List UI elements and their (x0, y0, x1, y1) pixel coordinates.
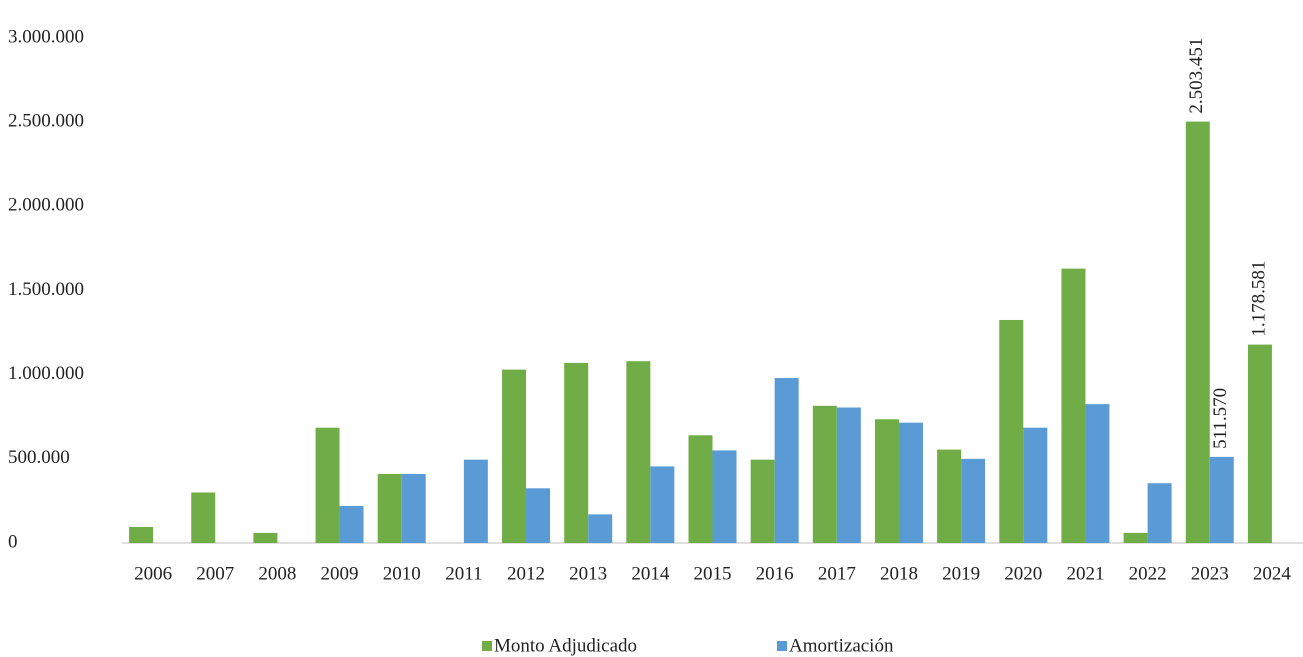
x-tick-label: 2013 (569, 563, 607, 584)
bar (689, 435, 713, 543)
bar (650, 466, 674, 543)
bar (502, 370, 526, 543)
bar (899, 423, 923, 543)
legend-swatch (777, 641, 787, 651)
value-label: 511.570 (1210, 388, 1231, 449)
bar (813, 406, 837, 543)
x-tick-label: 2022 (1129, 563, 1167, 584)
bar (1124, 533, 1148, 543)
x-tick-label: 2008 (258, 563, 296, 584)
bar (564, 363, 588, 543)
bar (1061, 269, 1085, 543)
bar (751, 460, 775, 543)
bar (316, 428, 340, 543)
x-tick-label: 2020 (1004, 563, 1042, 584)
x-tick-label: 2014 (631, 563, 670, 584)
chart: 0 500.000 1.000.000 1.500.000 2.000.000 2.500… (0, 0, 1303, 657)
bar (378, 474, 402, 543)
legend-swatch (482, 641, 492, 651)
bar (340, 506, 364, 543)
x-tick-label: 2021 (1066, 563, 1104, 584)
bar (526, 488, 550, 543)
bar (464, 460, 488, 543)
y-tick-label: 1.500.000 (8, 279, 84, 300)
bar (129, 527, 153, 543)
bar (999, 320, 1023, 543)
bar (253, 533, 277, 543)
bar (402, 474, 426, 543)
bar (626, 361, 650, 543)
bar (1210, 457, 1234, 543)
x-tick-label: 2010 (383, 563, 421, 584)
x-tick-label: 2024 (1253, 563, 1292, 584)
x-tick-label: 2006 (134, 563, 172, 584)
bar (588, 514, 612, 543)
bar (1248, 345, 1272, 543)
bar (1023, 428, 1047, 543)
y-tick-label: 1.000.000 (8, 363, 84, 384)
bar (1148, 483, 1172, 543)
bar (937, 450, 961, 543)
x-tick-label: 2012 (507, 563, 545, 584)
bar (1085, 404, 1109, 543)
x-tick-label: 2007 (196, 563, 234, 584)
bar (775, 378, 799, 543)
x-tick-label: 2009 (321, 563, 359, 584)
x-tick-label: 2017 (818, 563, 856, 584)
y-tick-label: 500.000 (8, 447, 70, 468)
value-label: 2.503.451 (1186, 38, 1207, 114)
x-tick-label: 2023 (1191, 563, 1229, 584)
y-tick-label: 0 (8, 531, 18, 552)
x-tick-label: 2018 (880, 563, 918, 584)
y-tick-label: 2.000.000 (8, 195, 84, 216)
x-tick-label: 2016 (756, 563, 794, 584)
x-tick-label: 2019 (942, 563, 980, 584)
bar (1186, 122, 1210, 543)
y-tick-label: 3.000.000 (8, 26, 84, 47)
x-tick-label: 2011 (445, 563, 482, 584)
bar (713, 450, 737, 543)
value-label: 1.178.581 (1248, 261, 1269, 337)
legend-label: Amortización (789, 635, 894, 656)
x-tick-label: 2015 (694, 563, 732, 584)
y-tick-label: 2.500.000 (8, 111, 84, 132)
bar (191, 493, 215, 544)
bar (837, 407, 861, 543)
legend-label: Monto Adjudicado (494, 635, 637, 656)
bar (875, 419, 899, 543)
bar (961, 459, 985, 543)
